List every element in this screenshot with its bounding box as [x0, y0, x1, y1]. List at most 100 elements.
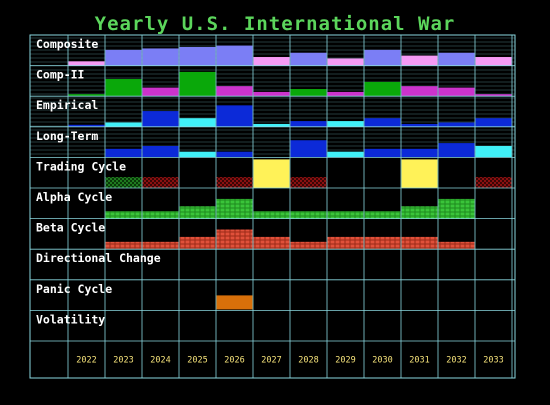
row-background: [30, 96, 515, 127]
forecast-bar: [179, 47, 216, 66]
forecast-bar: [438, 122, 475, 127]
year-label: 2026: [224, 356, 244, 366]
forecast-bar: [401, 123, 438, 127]
alpha-cycle-bar: [438, 198, 475, 219]
trading-cycle-minor: [105, 177, 142, 188]
forecast-bar: [179, 71, 216, 97]
trading-cycle-minor: [216, 177, 253, 188]
alpha-cycle-bar: [290, 211, 327, 219]
forecast-bar: [142, 111, 179, 127]
year-label: 2029: [335, 356, 355, 366]
trading-cycle-minor: [290, 177, 327, 188]
alpha-cycle-bar: [401, 206, 438, 219]
beta-cycle-bar: [142, 241, 179, 250]
forecast-bar: [327, 58, 364, 66]
year-label: 2022: [76, 356, 96, 366]
year-labels: 2022 2023 2024 2025 2026 2027 2028 2029 2030 2031…: [76, 356, 503, 366]
forecast-bar: [105, 148, 142, 158]
beta-cycle-bar: [290, 241, 327, 250]
chart-title: Yearly U.S. International War: [95, 13, 456, 35]
grid-layer: [29, 34, 516, 379]
forecast-bar: [364, 118, 401, 127]
forecast-bar: [253, 123, 290, 127]
forecast-bar: [401, 148, 438, 158]
forecast-bar: [290, 52, 327, 66]
forecast-bar: [438, 87, 475, 97]
trading-cycle-minor: [475, 177, 512, 188]
panic-cycle-mark: [216, 295, 253, 310]
forecast-bar: [142, 48, 179, 66]
forecast-bar: [475, 57, 512, 66]
year-label: 2031: [409, 356, 429, 366]
row-label: Alpha Cycle: [36, 190, 112, 204]
forecast-bar: [438, 52, 475, 66]
forecast-bar: [105, 122, 142, 127]
beta-cycle-bar: [253, 236, 290, 250]
forecast-bar: [179, 151, 216, 158]
alpha-cycle-bar: [105, 211, 142, 219]
year-label: 2033: [483, 356, 503, 366]
forecast-bar: [216, 151, 253, 158]
row-label: Directional Change: [36, 251, 161, 265]
alpha-cycle-bar: [327, 211, 364, 219]
row-label: Empirical: [36, 98, 98, 112]
year-label: 2024: [150, 356, 170, 366]
row-label: Volatility: [36, 312, 105, 326]
forecast-bar: [290, 140, 327, 158]
forecast-bar: [253, 91, 290, 97]
forecast-bar: [364, 81, 401, 97]
forecast-bar: [142, 145, 179, 158]
year-label: 2028: [298, 356, 318, 366]
forecast-bar: [179, 118, 216, 127]
alpha-cycle-bar: [216, 198, 253, 219]
forecast-bar: [142, 87, 179, 97]
forecast-bar: [68, 61, 105, 66]
beta-cycle-bar: [179, 236, 216, 250]
forecast-bar: [216, 86, 253, 97]
row-label: Composite: [36, 37, 98, 51]
forecast-bar: [475, 145, 512, 158]
forecast-bar: [68, 94, 105, 97]
beta-cycle-bar: [216, 229, 253, 250]
row-labels: Composite Comp-II Empirical Long-Term Tradin…: [36, 37, 161, 326]
forecast-bar: [290, 121, 327, 127]
forecast-bar: [475, 118, 512, 127]
forecast-bar: [401, 86, 438, 97]
row-label: Trading Cycle: [36, 159, 126, 173]
forecast-bar: [253, 57, 290, 66]
year-label: 2023: [113, 356, 133, 366]
beta-cycle-bar: [327, 236, 364, 250]
row-label: Panic Cycle: [36, 282, 112, 296]
beta-cycle-bar: [105, 241, 142, 250]
year-label: 2025: [187, 356, 207, 366]
forecast-bar: [105, 79, 142, 97]
forecast-bar: [475, 94, 512, 97]
forecast-bar: [105, 49, 142, 66]
trading-cycle-minor: [142, 177, 179, 188]
forecast-bar: [364, 49, 401, 66]
year-label: 2030: [372, 356, 392, 366]
alpha-cycle-bar: [142, 211, 179, 219]
forecast-bar: [216, 45, 253, 66]
beta-cycle-bar: [401, 236, 438, 250]
year-label: 2032: [446, 356, 466, 366]
grid-border: [29, 34, 516, 379]
row-label: Comp-II: [36, 68, 84, 82]
forecast-bar: [327, 121, 364, 127]
alpha-cycle-bar: [179, 206, 216, 219]
cells-layer: [30, 35, 515, 310]
forecast-bar: [438, 143, 475, 158]
row-label: Beta Cycle: [36, 221, 105, 235]
forecast-bar: [327, 151, 364, 158]
forecast-bar: [68, 124, 105, 127]
alpha-cycle-bar: [253, 211, 290, 219]
forecast-bar: [290, 89, 327, 97]
row-label: Long-Term: [36, 129, 98, 143]
beta-cycle-bar: [364, 236, 401, 250]
year-label: 2027: [261, 356, 281, 366]
trading-cycle-peak: [401, 159, 438, 188]
beta-cycle-bar: [438, 241, 475, 250]
forecast-bar: [364, 148, 401, 158]
trading-cycle-peak: [253, 159, 290, 188]
